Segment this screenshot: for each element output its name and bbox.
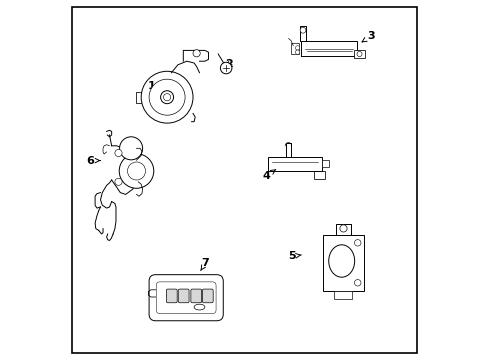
Circle shape <box>220 62 231 74</box>
Circle shape <box>295 46 299 50</box>
Text: 6: 6 <box>86 156 100 166</box>
Bar <box>321 160 328 167</box>
FancyBboxPatch shape <box>190 289 201 303</box>
Circle shape <box>300 27 305 33</box>
Text: 3: 3 <box>361 31 374 42</box>
FancyBboxPatch shape <box>156 282 216 314</box>
Circle shape <box>119 154 153 188</box>
Text: 7: 7 <box>200 258 209 271</box>
Bar <box>267 157 321 171</box>
Circle shape <box>120 137 142 160</box>
Circle shape <box>127 162 145 180</box>
Bar <box>334 291 352 299</box>
Bar <box>290 43 299 54</box>
Bar <box>353 50 364 58</box>
Circle shape <box>339 225 346 232</box>
Text: 1: 1 <box>147 81 161 93</box>
Ellipse shape <box>194 304 204 310</box>
Circle shape <box>354 240 360 246</box>
FancyBboxPatch shape <box>166 289 177 303</box>
Text: 5: 5 <box>287 251 301 261</box>
Circle shape <box>163 94 170 101</box>
Text: 2: 2 <box>225 59 233 69</box>
Circle shape <box>141 71 193 123</box>
Circle shape <box>115 178 122 185</box>
Text: 4: 4 <box>263 170 275 181</box>
Circle shape <box>356 51 361 57</box>
Circle shape <box>295 50 299 54</box>
Ellipse shape <box>328 245 354 277</box>
Circle shape <box>149 79 185 115</box>
FancyBboxPatch shape <box>178 289 189 303</box>
Bar <box>322 235 364 291</box>
FancyBboxPatch shape <box>202 289 213 303</box>
Circle shape <box>160 91 173 104</box>
Circle shape <box>354 280 360 286</box>
FancyBboxPatch shape <box>149 275 223 321</box>
Circle shape <box>193 50 200 57</box>
Circle shape <box>115 149 122 157</box>
